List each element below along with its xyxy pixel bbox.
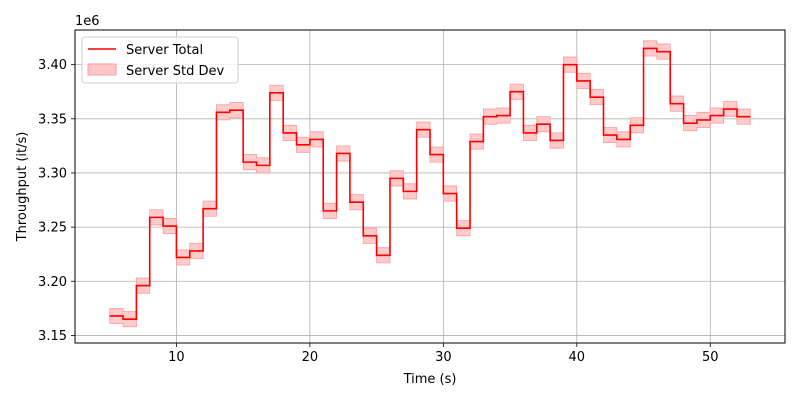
y-axis-label: Throughput (it/s) [15,132,30,243]
x-axis: 10 20 30 40 50 [168,343,719,365]
legend-label-server-total: Server Total [126,43,203,58]
y-tick-label: 3.20 [38,275,67,290]
x-axis-label: Time (s) [403,372,457,387]
legend-label-server-std-dev: Server Std Dev [126,64,225,79]
y-tick-label: 3.25 [38,221,67,236]
x-tick-label: 20 [302,350,319,365]
x-tick-label: 10 [168,350,185,365]
y-axis: 3.15 3.20 3.25 3.30 3.35 3.40 [38,58,75,344]
legend: Server Total Server Std Dev [81,36,239,84]
y-axis-multiplier: 1e6 [75,14,100,29]
x-tick-label: 50 [702,350,719,365]
y-tick-label: 3.30 [38,166,67,181]
y-tick-label: 3.35 [38,112,67,127]
plot-frame [74,29,786,344]
legend-frame [81,36,239,84]
y-tick-label: 3.15 [38,329,67,344]
x-tick-label: 40 [569,350,586,365]
legend-band-swatch [87,63,117,76]
x-tick-label: 30 [435,350,452,365]
series-line-server-total [109,47,751,320]
series-lines [109,47,751,320]
y-tick-label: 3.40 [38,58,67,73]
